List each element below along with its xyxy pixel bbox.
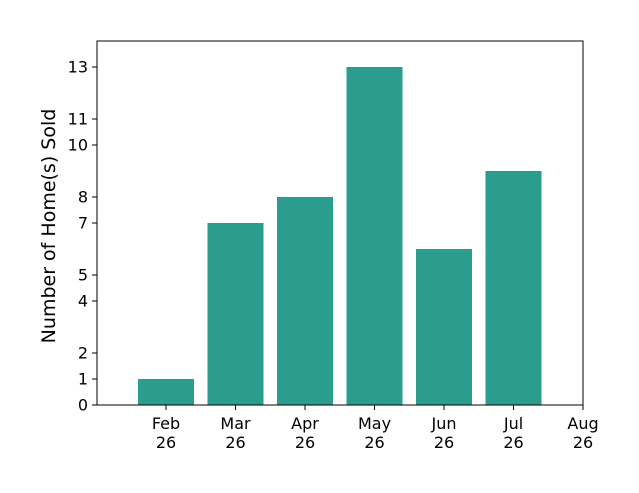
y-tick-label: 1 — [78, 370, 88, 389]
y-tick-label: 11 — [68, 110, 88, 129]
bar-mar-26 — [207, 223, 264, 405]
y-tick-label: 2 — [78, 344, 88, 363]
x-tick-label-year: 26 — [434, 433, 454, 452]
y-tick-label: 10 — [68, 136, 88, 155]
x-tick-label-year: 26 — [573, 433, 593, 452]
x-tick-label-month: May — [358, 414, 391, 433]
x-tick-label-month: Apr — [291, 414, 319, 433]
bar-jun-26 — [416, 249, 472, 405]
y-tick-label: 7 — [78, 214, 88, 233]
y-tick-label: 13 — [68, 58, 88, 77]
x-tick-label-month: Jun — [431, 414, 457, 433]
x-tick-label-year: 26 — [295, 433, 315, 452]
x-tick-label-month: Jul — [503, 414, 523, 433]
bar-feb-26 — [138, 379, 194, 405]
x-tick-label-year: 26 — [225, 433, 245, 452]
x-tick-label-year: 26 — [364, 433, 384, 452]
x-tick-label-month: Mar — [220, 414, 251, 433]
plot-frame — [96, 40, 584, 406]
bar-jul-26 — [485, 171, 542, 405]
x-tick-label-year: 26 — [156, 433, 176, 452]
bar-may-26 — [346, 67, 403, 405]
y-tick-label: 0 — [78, 396, 88, 415]
y-axis-label: Number of Home(s) Sold — [38, 109, 60, 344]
bar-apr-26 — [277, 197, 333, 405]
bars-group — [138, 67, 542, 405]
x-tick-label-month: Feb — [152, 414, 180, 433]
y-tick-label: 5 — [78, 266, 88, 285]
y-tick-label: 8 — [78, 188, 88, 207]
y-tick-label: 4 — [78, 292, 88, 311]
x-tick-label-year: 26 — [503, 433, 523, 452]
x-tick-label-month: Aug — [567, 414, 598, 433]
y-axis-ticks: 0 1 2 4 5 7 8 10 11 13 — [68, 58, 97, 415]
